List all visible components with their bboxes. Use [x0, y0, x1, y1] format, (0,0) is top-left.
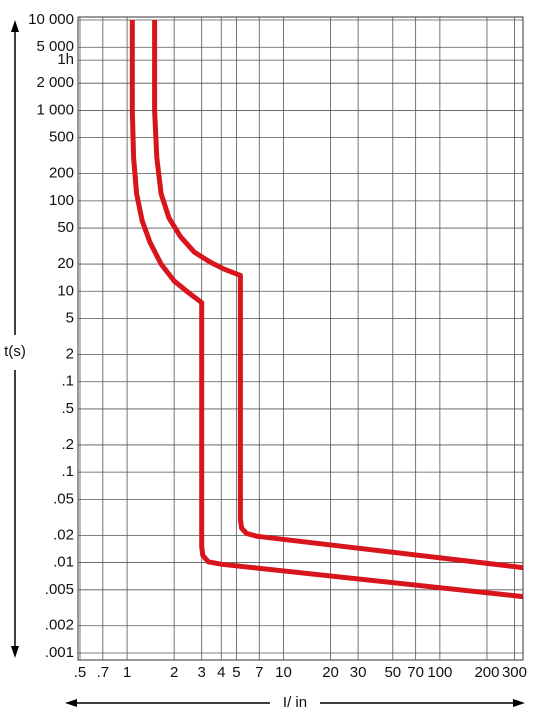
y-tick-label: 5	[66, 309, 74, 326]
x-tick-label: 10	[275, 664, 292, 681]
curve	[152, 20, 524, 571]
x-tick-label: 4	[217, 664, 225, 681]
y-tick-label: .005	[45, 581, 74, 598]
x-tick-label: 5	[232, 664, 240, 681]
x-tick-label: .5	[74, 664, 87, 681]
y-tick-label: .01	[53, 554, 74, 571]
y-tick-label: .5	[61, 400, 74, 417]
x-tick-label: 30	[350, 664, 367, 681]
x-arrow-head	[513, 699, 525, 707]
y-arrow-head	[11, 20, 19, 32]
y-tick-label: 100	[49, 192, 74, 209]
x-tick-label: 300	[502, 664, 527, 681]
x-arrow-head	[65, 699, 77, 707]
y-tick-label: 5 000	[36, 38, 74, 55]
x-tick-label: 1	[123, 664, 131, 681]
y-tick-label: .001	[45, 644, 74, 661]
y-tick-label: 20	[57, 255, 74, 272]
plot-frame	[77, 16, 524, 661]
x-tick-label: 200	[474, 664, 499, 681]
y-tick-label: .02	[53, 526, 74, 543]
y-arrow-head	[11, 646, 19, 658]
y-axis-label: t(s)	[4, 343, 26, 360]
y-tick-label: 1h	[57, 51, 74, 68]
y-tick-label: .1	[61, 463, 74, 480]
x-tick-label: 100	[427, 664, 452, 681]
y-tick-label: 500	[49, 129, 74, 146]
y-tick-label: .05	[53, 490, 74, 507]
y-tick-label: 200	[49, 165, 74, 182]
y-tick-label: .002	[45, 617, 74, 634]
y-tick-label: 2 000	[36, 74, 74, 91]
x-tick-label: 50	[384, 664, 401, 681]
x-axis-label: I/ in	[283, 694, 307, 711]
x-tick-label: 2	[170, 664, 178, 681]
y-tick-label: 10	[57, 282, 74, 299]
y-tick-label: 1 000	[36, 101, 74, 118]
y-tick-label: 10 000	[28, 11, 74, 28]
x-tick-label: 20	[322, 664, 339, 681]
y-tick-label: 50	[57, 219, 74, 236]
x-tick-label: .7	[97, 664, 110, 681]
y-tick-label: .1	[61, 373, 74, 390]
x-tick-label: 3	[198, 664, 206, 681]
x-tick-label: 70	[407, 664, 424, 681]
x-tick-label: 7	[255, 664, 263, 681]
curve	[129, 20, 524, 600]
y-tick-label: 2	[66, 345, 74, 362]
y-tick-label: .2	[61, 436, 74, 453]
